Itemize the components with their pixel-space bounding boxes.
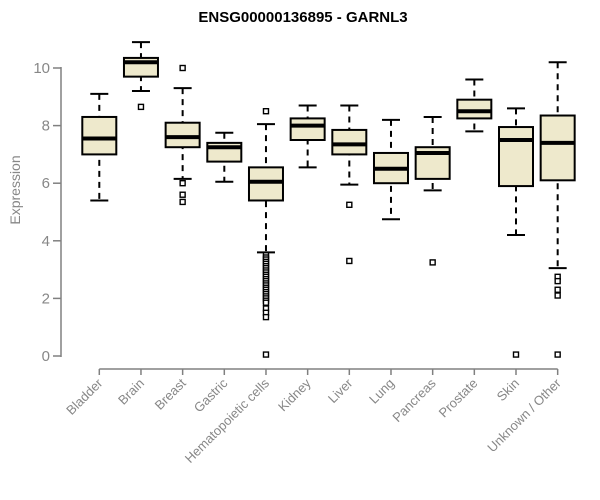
y-axis-label: Expression [7,155,23,224]
outlier-hematopoietic-cells [262,313,270,321]
box-group-pancreas [414,115,451,266]
x-tick-label-liver: Liver [325,375,356,406]
box-group-skin [498,107,534,358]
box-group-breast [164,64,201,206]
x-tick-label-skin: Skin [494,376,522,404]
box-group-gastric [206,131,243,183]
x-tick-label-brain: Brain [115,376,147,408]
x-tick-label-lung: Lung [366,376,397,407]
y-tick-label: 4 [42,233,50,250]
x-tick-label-pancreas: Pancreas [389,375,439,425]
outlier-breast [179,198,186,206]
chart-title: ENSG00000136895 - GARNL3 [198,9,407,26]
outlier-skin [512,351,520,358]
outlier-breast [179,191,186,198]
outlier-liver [346,201,353,209]
box-bladder [81,115,118,156]
outlier-unknown-other [554,286,561,293]
outlier-unknown-other [554,292,561,299]
outlier-breast [179,64,186,72]
box-prostate [456,98,493,120]
box-group-brain [122,41,159,111]
x-tick-label-bladder: Bladder [63,375,106,418]
y-tick-label: 6 [42,175,50,192]
boxes-layer [81,41,576,358]
box-group-lung [372,118,409,221]
box-kidney [289,117,326,142]
box-skin [498,126,534,188]
x-tick-label-gastric: Gastric [191,375,231,415]
box-group-kidney [289,104,326,169]
outlier-pancreas [429,259,436,266]
outlier-breast [179,179,186,187]
box-hematopoietic-cells [247,166,284,202]
y-tick-label: 8 [42,118,50,135]
y-tick-label: 0 [42,348,50,365]
outlier-hematopoietic-cells [262,351,270,358]
box-breast [164,121,201,149]
box-unknown-other [539,114,576,182]
outlier-brain [137,103,145,111]
x-tick-label-kidney: Kidney [275,375,314,414]
outlier-unknown-other [554,351,561,358]
x-tick-label-unknown-other: Unknown / Other [484,375,564,455]
x-tick-label-breast: Breast [152,375,189,412]
box-group-hematopoietic-cells [247,107,284,358]
outlier-hematopoietic-cells [262,299,270,306]
y-tick-label: 10 [33,60,50,77]
x-tick-label-prostate: Prostate [436,376,481,421]
outlier-liver [346,257,353,265]
outlier-unknown-other [554,277,561,285]
box-group-liver [331,104,368,265]
box-group-prostate [456,78,493,133]
box-liver [331,128,368,156]
outlier-hematopoietic-cells [262,107,270,115]
box-group-bladder [81,92,118,202]
y-tick-label: 2 [42,290,50,307]
box-group-unknown-other [539,61,576,358]
